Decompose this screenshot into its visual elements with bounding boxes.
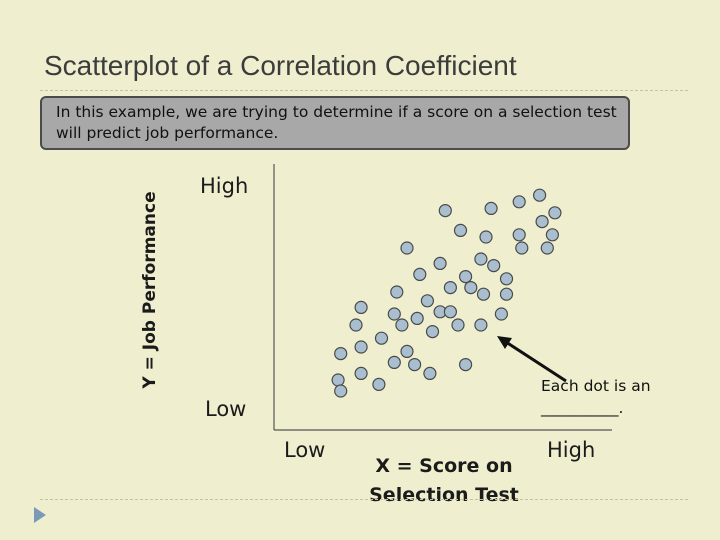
scatter-point xyxy=(459,270,473,284)
scatter-point xyxy=(349,318,363,332)
scatter-point xyxy=(474,252,488,266)
x-tick-low: Low xyxy=(284,438,326,462)
scatter-point xyxy=(479,230,493,244)
x-axis-label-line-1: X = Score on xyxy=(375,455,513,477)
scatter-point xyxy=(413,267,427,281)
scatter-point xyxy=(545,228,560,242)
scatter-point xyxy=(374,331,389,345)
intro-callout: In this example, we are trying to determ… xyxy=(40,96,630,150)
y-tick-low: Low xyxy=(205,397,247,421)
scatter-point xyxy=(464,281,478,295)
scatter-point xyxy=(354,340,368,354)
annotation-line-1: Each dot is an xyxy=(541,377,651,395)
scatter-point xyxy=(443,305,457,319)
scatter-point xyxy=(515,241,529,255)
scatter-point xyxy=(535,215,549,229)
scatter-point xyxy=(354,300,368,314)
scatter-points xyxy=(331,188,562,398)
x-tick-high: High xyxy=(547,438,596,462)
scatter-point xyxy=(423,366,437,380)
scatter-point xyxy=(476,287,491,301)
scatter-point xyxy=(540,241,554,255)
scatter-point xyxy=(410,311,424,325)
scatter-point xyxy=(400,241,414,255)
scatter-point xyxy=(408,358,422,372)
scatter-point xyxy=(474,318,488,332)
scatter-point xyxy=(400,344,414,358)
annotation-line-2: __________. xyxy=(541,399,624,417)
x-axis-label: X = Score on Selection Test xyxy=(369,452,519,510)
scatter-point xyxy=(512,228,526,242)
scatter-point xyxy=(487,259,501,273)
scatter-point xyxy=(499,287,514,301)
scatter-point xyxy=(395,318,409,332)
scatter-point xyxy=(433,256,447,270)
slide-title: Scatterplot of a Correlation Coefficient xyxy=(44,50,517,81)
scatter-point xyxy=(334,347,348,361)
dot-annotation: Each dot is an __________. xyxy=(541,375,651,419)
scatter-point xyxy=(484,201,498,215)
scatter-point xyxy=(443,281,457,295)
scatter-point xyxy=(453,223,468,237)
scatter-point xyxy=(334,384,348,398)
y-tick-high: High xyxy=(200,174,249,198)
scatter-point xyxy=(512,195,526,209)
x-axis-label-line-2: Selection Test xyxy=(369,484,519,506)
scatter-point xyxy=(499,272,514,286)
scatter-point xyxy=(354,366,368,380)
divider-bottom xyxy=(40,499,688,500)
scatter-point xyxy=(387,355,401,369)
scatter-point xyxy=(425,325,440,339)
scatter-point xyxy=(438,204,452,218)
divider-top xyxy=(40,90,688,91)
arrow-icon xyxy=(497,336,567,383)
scatter-point xyxy=(459,358,473,372)
scatter-point xyxy=(390,285,404,299)
scatter-point xyxy=(387,307,401,321)
scatter-point xyxy=(372,377,386,391)
scatter-point xyxy=(532,188,547,202)
scatter-point xyxy=(331,373,345,387)
scatter-point xyxy=(548,206,562,220)
scatter-point xyxy=(494,307,508,321)
triangle-bullet-icon xyxy=(34,507,46,523)
scatter-point xyxy=(451,318,465,332)
scatter-point xyxy=(420,294,434,308)
